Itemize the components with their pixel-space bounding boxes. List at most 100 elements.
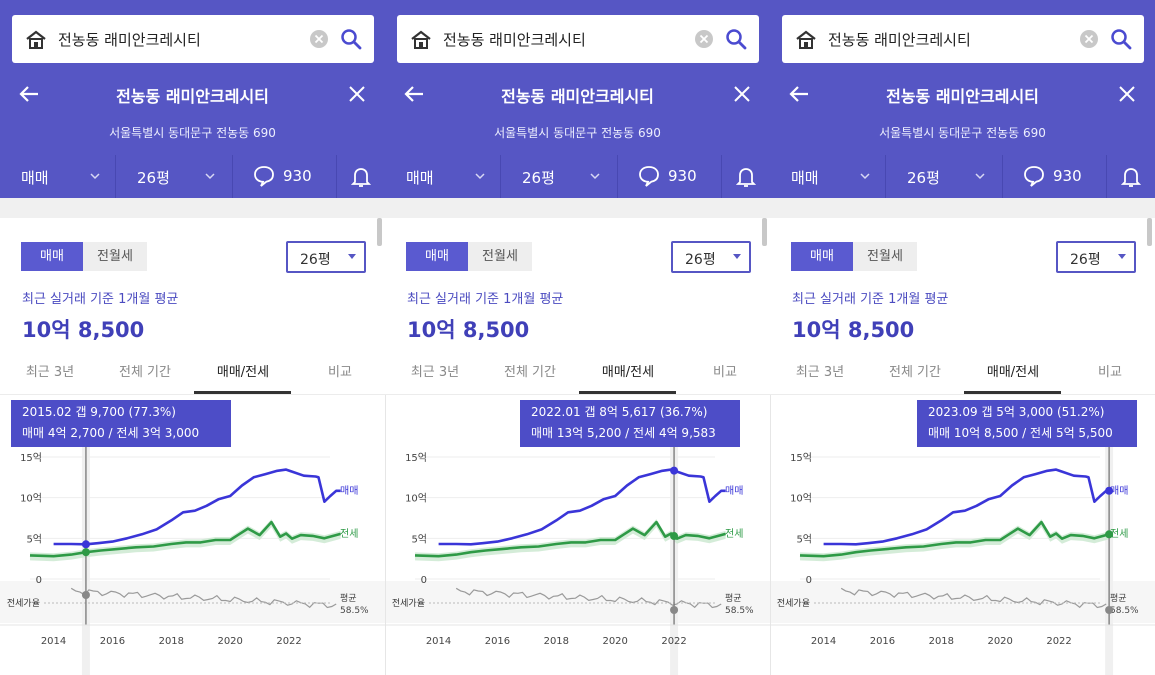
tab-sale-jeonse[interactable]: 매매/전세 — [601, 365, 655, 380]
search-box[interactable]: 전농동 래미안크레시티 — [397, 15, 759, 63]
tab-compare[interactable]: 비교 — [328, 365, 352, 380]
tab-recent-3y[interactable]: 최근 3년 — [795, 365, 845, 380]
home-icon — [796, 30, 816, 49]
back-arrow-icon[interactable] — [18, 84, 40, 104]
filter-bar: 매매 26평 930 — [770, 155, 1155, 198]
bell-icon[interactable] — [1121, 166, 1141, 188]
trade-type-dropdown[interactable]: 매매 — [21, 169, 49, 187]
tooltip-line2: 매매 4억 2,700 / 전세 3억 3,000 — [22, 426, 200, 440]
size-select[interactable]: 26평 — [1056, 241, 1136, 273]
header-bar: 전농동 래미안크레시티 전농동 래미안크레시티 서울특 — [0, 0, 385, 198]
close-icon[interactable] — [1118, 85, 1136, 103]
rent-toggle[interactable]: 전월세 — [83, 242, 147, 271]
size-dropdown[interactable]: 26평 — [137, 169, 170, 187]
tooltip-line2: 매매 13억 5,200 / 전세 4억 9,583 — [531, 426, 716, 440]
avg-price-label: 최근 실거래 기준 1개월 평균 — [792, 292, 949, 307]
search-icon[interactable] — [725, 28, 747, 50]
tooltip-line1: 2022.01 갭 8억 5,617 (36.7%) — [531, 405, 708, 419]
comment-icon[interactable] — [253, 165, 275, 187]
avg-price-value: 10억 8,500 — [792, 318, 915, 342]
filter-bar: 매매 26평 930 — [385, 155, 770, 198]
rent-toggle[interactable]: 전월세 — [853, 242, 917, 271]
divider — [885, 155, 886, 198]
sale-toggle[interactable]: 매매 — [406, 242, 468, 271]
close-icon[interactable] — [733, 85, 751, 103]
comment-count[interactable]: 930 — [283, 167, 312, 185]
divider — [721, 155, 722, 198]
x-tick-label: 2014 — [41, 636, 66, 647]
y-tick-label: 15억 — [405, 452, 427, 464]
panel-divider — [385, 395, 386, 675]
tab-divider — [0, 394, 385, 395]
comment-icon[interactable] — [1023, 165, 1045, 187]
scrollbar[interactable] — [762, 218, 767, 246]
sale-price-line — [53, 468, 341, 546]
clear-icon[interactable] — [310, 30, 328, 48]
size-select-value: 26평 — [1070, 252, 1101, 268]
trade-type-dropdown[interactable]: 매매 — [406, 169, 434, 187]
avg-price-label: 최근 실거래 기준 1개월 평균 — [22, 292, 179, 307]
ratio-avg-value: 58.5% — [1110, 606, 1139, 616]
trade-type-dropdown[interactable]: 매매 — [791, 169, 819, 187]
bell-icon[interactable] — [351, 166, 371, 188]
divider — [115, 155, 116, 198]
scrollbar[interactable] — [377, 218, 382, 246]
ratio-avg-value: 58.5% — [340, 606, 369, 616]
tab-compare[interactable]: 비교 — [1098, 365, 1122, 380]
search-input[interactable]: 전농동 래미안크레시티 — [443, 31, 586, 49]
tab-all-period[interactable]: 전체 기간 — [504, 365, 556, 380]
size-select[interactable]: 26평 — [671, 241, 751, 273]
search-icon[interactable] — [340, 28, 362, 50]
size-select-value: 26평 — [685, 252, 716, 268]
app-panel-3: 전농동 래미안크레시티 전농동 래미안크레시티 서울특 — [770, 0, 1155, 675]
tab-recent-3y[interactable]: 최근 3년 — [410, 365, 460, 380]
search-box[interactable]: 전농동 래미안크레시티 — [12, 15, 374, 63]
divider — [1106, 155, 1107, 198]
divider — [1002, 155, 1003, 198]
sale-toggle[interactable]: 매매 — [791, 242, 853, 271]
header-bar: 전농동 래미안크레시티 전농동 래미안크레시티 서울특 — [385, 0, 770, 198]
tab-compare[interactable]: 비교 — [713, 365, 737, 380]
size-select[interactable]: 26평 — [286, 241, 366, 273]
y-tick-label: 0 — [806, 575, 812, 586]
back-arrow-icon[interactable] — [788, 84, 810, 104]
comment-count[interactable]: 930 — [668, 167, 697, 185]
clear-icon[interactable] — [1080, 30, 1098, 48]
tab-all-period[interactable]: 전체 기간 — [889, 365, 941, 380]
tab-sale-jeonse[interactable]: 매매/전세 — [986, 365, 1040, 380]
ratio-marker — [1105, 606, 1114, 614]
size-dropdown[interactable]: 26평 — [907, 169, 940, 187]
caret-down-icon — [1118, 254, 1126, 259]
bell-icon[interactable] — [736, 166, 756, 188]
close-icon[interactable] — [348, 85, 366, 103]
home-icon — [26, 30, 46, 49]
tab-recent-3y[interactable]: 최근 3년 — [25, 365, 75, 380]
scrollbar[interactable] — [1147, 218, 1152, 246]
tab-sale-jeonse[interactable]: 매매/전세 — [216, 365, 270, 380]
search-box[interactable]: 전농동 래미안크레시티 — [782, 15, 1144, 63]
jeonse-marker — [670, 532, 679, 541]
avg-price-value: 10억 8,500 — [22, 318, 145, 342]
comment-icon[interactable] — [638, 165, 660, 187]
clear-icon[interactable] — [695, 30, 713, 48]
tab-all-period[interactable]: 전체 기간 — [119, 365, 171, 380]
rent-toggle[interactable]: 전월세 — [468, 242, 532, 271]
tab-divider — [770, 394, 1155, 395]
search-input[interactable]: 전농동 래미안크레시티 — [828, 31, 971, 49]
sale-price-line — [438, 468, 726, 546]
divider — [500, 155, 501, 198]
sale-toggle[interactable]: 매매 — [21, 242, 83, 271]
header-bar: 전농동 래미안크레시티 전농동 래미안크레시티 서울특 — [770, 0, 1155, 198]
x-tick-label: 2018 — [929, 636, 954, 647]
ratio-label: 전세가율 — [777, 598, 810, 609]
search-icon[interactable] — [1110, 28, 1132, 50]
comment-count[interactable]: 930 — [1053, 167, 1082, 185]
x-tick-label: 2020 — [987, 636, 1012, 647]
back-arrow-icon[interactable] — [403, 84, 425, 104]
search-input[interactable]: 전농동 래미안크레시티 — [58, 31, 201, 49]
size-dropdown[interactable]: 26평 — [522, 169, 555, 187]
sale-marker — [81, 540, 90, 549]
